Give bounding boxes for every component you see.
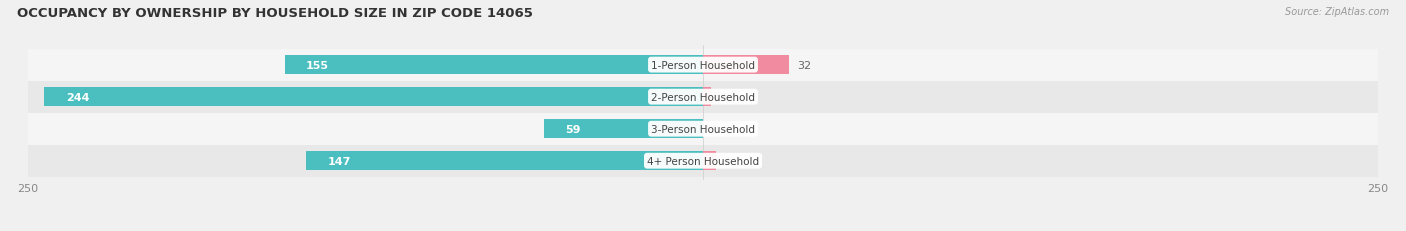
Bar [307, 152, 703, 170]
Text: 2-Person Household: 2-Person Household [651, 92, 755, 102]
Text: 1-Person Household: 1-Person Household [651, 60, 755, 70]
Bar [544, 120, 703, 138]
Text: OCCUPANCY BY OWNERSHIP BY HOUSEHOLD SIZE IN ZIP CODE 14065: OCCUPANCY BY OWNERSHIP BY HOUSEHOLD SIZE… [17, 7, 533, 20]
Text: Source: ZipAtlas.com: Source: ZipAtlas.com [1285, 7, 1389, 17]
Text: 4+ Person Household: 4+ Person Household [647, 156, 759, 166]
Bar [28, 49, 1378, 81]
Text: 244: 244 [66, 92, 90, 102]
Text: 155: 155 [307, 60, 329, 70]
Text: 5: 5 [724, 156, 731, 166]
Bar [28, 113, 1378, 145]
Bar [28, 145, 1378, 177]
Text: 147: 147 [328, 156, 352, 166]
Text: 3-Person Household: 3-Person Household [651, 124, 755, 134]
Text: 0: 0 [711, 124, 718, 134]
Bar [703, 56, 789, 75]
Text: 59: 59 [565, 124, 581, 134]
Text: 32: 32 [797, 60, 811, 70]
Bar [284, 56, 703, 75]
Text: 3: 3 [720, 92, 725, 102]
Bar [703, 88, 711, 106]
Bar [45, 88, 703, 106]
Bar [28, 81, 1378, 113]
Bar [703, 152, 717, 170]
